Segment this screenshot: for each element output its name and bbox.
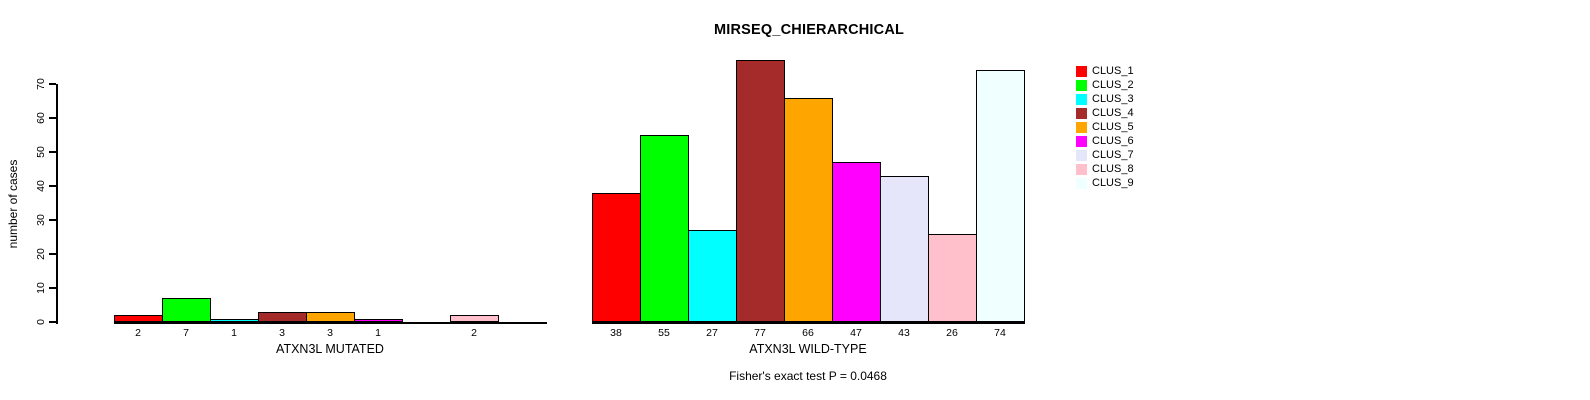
y-tick [49, 219, 56, 221]
legend-label: CLUS_6 [1092, 135, 1134, 147]
bar-value-label: 43 [898, 327, 910, 339]
bar-value-label: 26 [946, 327, 958, 339]
y-tick [49, 117, 56, 119]
y-tick-label: 40 [35, 180, 47, 192]
y-tick [49, 83, 56, 85]
bar-value-label: 66 [802, 327, 814, 339]
legend-label: CLUS_3 [1092, 93, 1134, 105]
y-tick-label: 20 [35, 248, 47, 260]
bar-clus_5 [784, 98, 833, 322]
bar-clus_8 [928, 234, 977, 322]
bar-value-label: 47 [850, 327, 862, 339]
bar-clus_8 [450, 315, 499, 322]
y-axis-label: number of cases [6, 159, 20, 249]
legend-swatch [1076, 94, 1087, 105]
legend-swatch [1076, 150, 1087, 161]
bar-value-label: 2 [135, 327, 141, 339]
legend-label: CLUS_9 [1092, 177, 1134, 189]
bar-value-label: 27 [706, 327, 718, 339]
legend-label: CLUS_2 [1092, 79, 1134, 91]
bar-clus_4 [258, 312, 307, 322]
bar-clus_3 [210, 319, 259, 322]
y-tick-label: 30 [35, 214, 47, 226]
bar-value-label: 77 [754, 327, 766, 339]
y-tick [49, 151, 56, 153]
bar-clus_6 [832, 162, 881, 322]
bar-value-label: 1 [231, 327, 237, 339]
x-axis-line [114, 322, 547, 324]
legend-swatch [1076, 80, 1087, 91]
bar-clus_2 [162, 298, 211, 322]
x-axis-label-wild-type: ATXN3L WILD-TYPE [749, 342, 867, 356]
legend-swatch [1076, 178, 1087, 189]
bar-clus_9 [976, 70, 1025, 322]
legend-label: CLUS_5 [1092, 121, 1134, 133]
chart-title: MIRSEQ_CHIERARCHICAL [713, 22, 905, 38]
x-axis-label-mutated: ATXN3L MUTATED [276, 342, 384, 356]
bar-clus_3 [688, 230, 737, 322]
bar-clus_6 [354, 319, 403, 322]
x-axis-line [592, 322, 1025, 324]
bar-clus_1 [592, 193, 641, 322]
legend-swatch [1076, 66, 1087, 77]
legend-swatch [1076, 136, 1087, 147]
legend-label: CLUS_4 [1092, 107, 1134, 119]
bar-clus_7 [880, 176, 929, 322]
bar-value-label: 55 [658, 327, 670, 339]
bar-clus_5 [306, 312, 355, 322]
legend-swatch [1076, 122, 1087, 133]
bar-value-label: 74 [994, 327, 1006, 339]
fisher-test-annotation: Fisher's exact test P = 0.0468 [729, 369, 887, 383]
y-tick [49, 253, 56, 255]
legend-swatch [1076, 108, 1087, 119]
legend-swatch [1076, 164, 1087, 175]
y-tick-label: 70 [35, 78, 47, 90]
y-tick-label: 50 [35, 146, 47, 158]
bar-value-label: 7 [183, 327, 189, 339]
y-tick-label: 10 [35, 282, 47, 294]
y-tick [49, 287, 56, 289]
bar-clus_4 [736, 60, 785, 322]
bar-value-label: 3 [279, 327, 285, 339]
legend-label: CLUS_8 [1092, 163, 1134, 175]
y-tick [49, 321, 56, 323]
bar-value-label: 2 [471, 327, 477, 339]
y-tick [49, 185, 56, 187]
y-tick-label: 60 [35, 112, 47, 124]
y-tick-label: 0 [35, 319, 47, 325]
bar-value-label: 1 [375, 327, 381, 339]
y-axis-line [56, 84, 58, 324]
bar-value-label: 38 [610, 327, 622, 339]
bar-clus_1 [114, 315, 163, 322]
bar-value-label: 3 [327, 327, 333, 339]
legend-label: CLUS_1 [1092, 65, 1134, 77]
legend-label: CLUS_7 [1092, 149, 1134, 161]
bar-clus_2 [640, 135, 689, 322]
